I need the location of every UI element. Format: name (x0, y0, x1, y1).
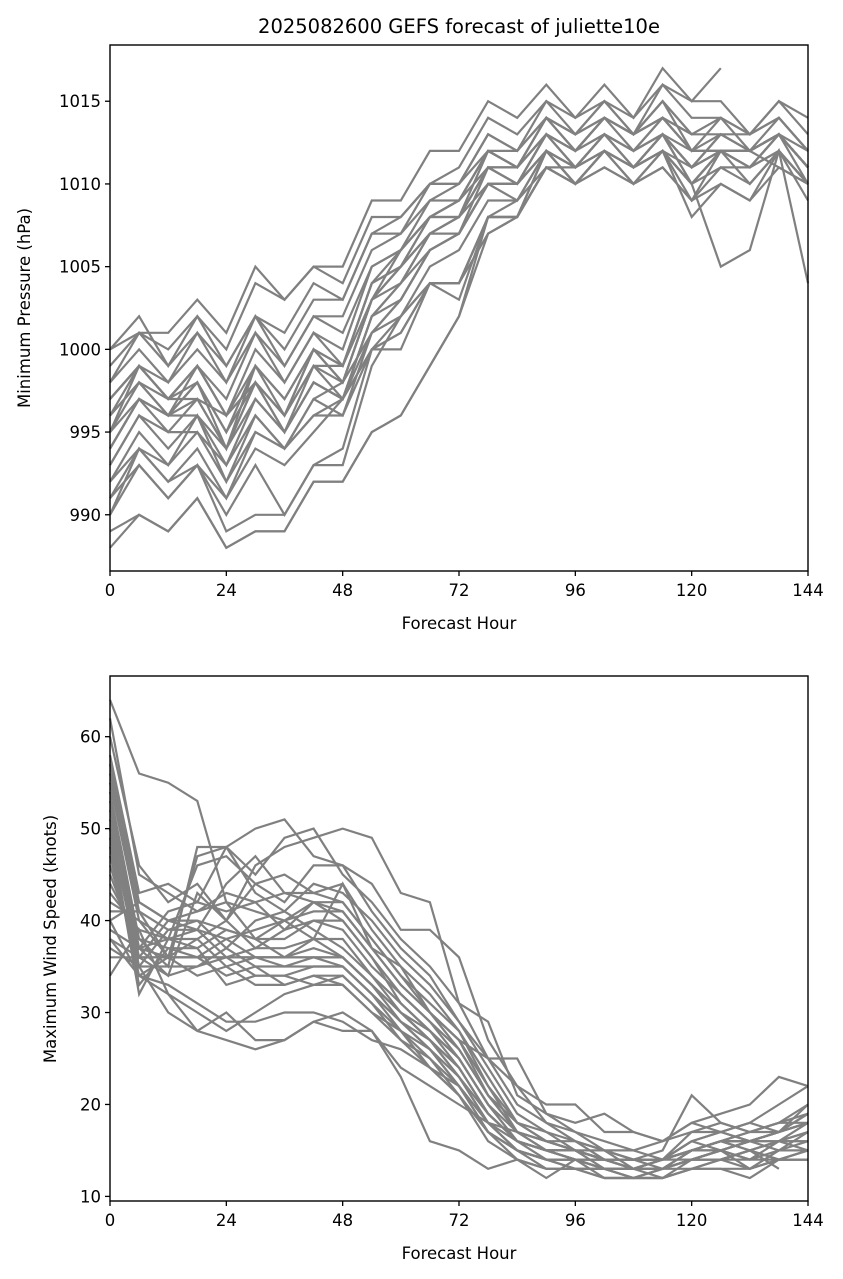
pressure-y-tick-label: 1010 (59, 175, 101, 194)
wind-x-tick-label: 96 (565, 1211, 586, 1230)
pressure-y-tick-label: 1005 (59, 258, 101, 277)
pressure-series-line-member-01 (109, 66, 722, 351)
pressure-series-line-member-23 (109, 132, 809, 550)
wind-y-tick-label: 60 (80, 728, 101, 747)
wind-series-line-member-28 (109, 927, 809, 1170)
pressure-series-line-member-26 (109, 116, 693, 452)
wind-series-line-member-27 (109, 920, 780, 1180)
pressure-y-tick-label: 1000 (59, 340, 101, 359)
pressure-chart: 0 24 48 72 96 120 144 990 995 1000 1005 1010 1015 F… (15, 44, 824, 633)
wind-x-tick-label: 24 (216, 1211, 237, 1230)
wind-series-line-member-26 (109, 947, 809, 1152)
wind-x-tick-label: 72 (449, 1211, 470, 1230)
wind-x-tick-label: 0 (105, 1211, 116, 1230)
wind-y-tick-label: 40 (80, 912, 101, 931)
wind-series-group (108, 699, 809, 1180)
wind-y-tick-label: 50 (80, 820, 101, 839)
wind-chart: 0 24 48 72 96 120 144 10 20 30 40 50 60 Forecast Ho… (41, 675, 824, 1263)
pressure-x-tick-label: 72 (449, 581, 470, 600)
pressure-y-tick-label: 995 (70, 423, 102, 442)
pressure-x-axis-label: Forecast Hour (402, 614, 517, 633)
chart-title: 2025082600 GEFS forecast of juliette10e (258, 15, 660, 38)
pressure-x-tick-label: 96 (565, 581, 586, 600)
wind-x-tick-label: 144 (792, 1211, 824, 1230)
pressure-y-ticks: 990 995 1000 1005 1010 1015 (59, 92, 110, 525)
wind-y-tick-label: 10 (80, 1187, 101, 1206)
wind-series-line-member-30 (108, 764, 809, 1161)
wind-x-axis-label: Forecast Hour (402, 1244, 517, 1263)
wind-x-tick-label: 120 (676, 1211, 708, 1230)
wind-y-tick-label: 30 (80, 1004, 101, 1023)
pressure-x-tick-label: 48 (332, 581, 353, 600)
wind-series-line-member-29 (108, 718, 809, 1161)
pressure-x-tick-label: 144 (792, 581, 824, 600)
pressure-y-tick-label: 1015 (59, 92, 101, 111)
wind-y-tick-label: 20 (80, 1095, 101, 1114)
wind-x-tick-label: 48 (332, 1211, 353, 1230)
pressure-x-ticks: 0 24 48 72 96 120 144 (105, 571, 824, 600)
pressure-series-line-member-02 (109, 83, 809, 369)
wind-y-ticks: 10 20 30 40 50 60 (80, 728, 110, 1206)
pressure-y-axis-label: Minimum Pressure (hPa) (15, 208, 34, 408)
pressure-y-tick-label: 990 (70, 506, 102, 525)
wind-x-ticks: 0 24 48 72 96 120 144 (105, 1201, 824, 1230)
pressure-series-line-member-27 (109, 99, 693, 418)
pressure-x-tick-label: 24 (216, 581, 237, 600)
pressure-x-tick-label: 120 (676, 581, 708, 600)
pressure-x-tick-label: 0 (105, 581, 116, 600)
pressure-series-group (108, 66, 810, 550)
wind-y-axis-label: Maximum Wind Speed (knots) (41, 815, 60, 1063)
